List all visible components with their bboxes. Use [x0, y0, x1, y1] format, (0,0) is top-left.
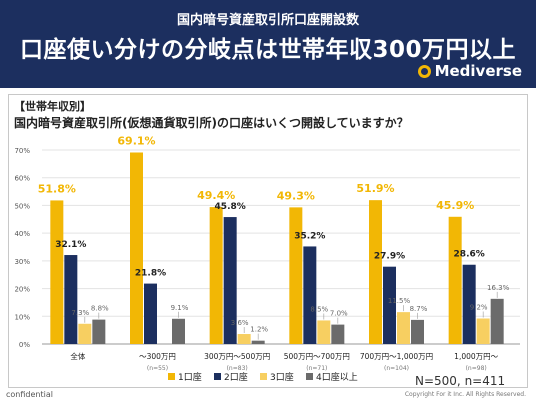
data-label: 16.3% [487, 284, 510, 292]
y-tick-label: 30% [14, 258, 30, 266]
y-tick-label: 10% [14, 313, 30, 321]
data-label: 69.1% [117, 134, 155, 147]
legend-swatch [306, 373, 313, 380]
bar-2口座 [303, 246, 317, 344]
bar-3口座 [78, 323, 92, 344]
bar-2口座 [462, 264, 476, 344]
data-label: 45.9% [436, 199, 474, 212]
x-category-note: (n=98) [466, 365, 487, 372]
data-label: 51.8% [38, 182, 76, 195]
bar-1口座 [130, 152, 143, 344]
data-label: 7.0% [330, 310, 348, 318]
y-tick-label: 70% [14, 147, 30, 155]
data-label: 21.8% [135, 269, 166, 279]
data-label: 35.2% [294, 231, 325, 241]
chart-bars [50, 152, 504, 344]
data-label: 51.9% [356, 182, 394, 195]
bar-4口座以上 [92, 319, 106, 344]
x-category-label: 700万円～1,000万円 [360, 352, 433, 361]
bar-1口座 [209, 207, 223, 344]
y-tick-label: 60% [14, 175, 30, 183]
data-label: 3.6% [231, 319, 249, 327]
data-label: 9.2% [470, 304, 488, 312]
data-label: 49.4% [197, 189, 235, 202]
data-label: 9.1% [171, 304, 189, 312]
bar-2口座 [383, 266, 396, 344]
x-category-label: ～300万円 [139, 352, 176, 361]
header-banner: 国内暗号資産取引所口座開設数 口座使い分けの分岐点は世帯年収300万円以上 Me… [0, 0, 536, 88]
data-label: 49.3% [277, 189, 315, 202]
y-tick-label: 50% [14, 202, 30, 210]
x-category-note: (n=55) [147, 365, 168, 372]
x-category-note: (n=104) [384, 365, 409, 372]
x-axis: 全体 ～300万円 (n=55) 300万円～500万円 (n=83) 500万円～700… [70, 351, 498, 372]
x-category-label: 全体 [70, 351, 85, 361]
footer-copyright: Copyright For it Inc. All Rights Reserve… [404, 391, 526, 398]
section-tag: 【世帯年収別】 [14, 100, 91, 113]
y-tick-label: 0% [19, 341, 30, 349]
chart-legend: 1口座 2口座 3口座 4口座以上 [168, 371, 358, 383]
x-category-label: 300万円～500万円 [204, 352, 270, 361]
sample-summary: N=500, n=411 [415, 374, 506, 388]
data-label: 1.2% [250, 326, 268, 334]
legend-swatch [214, 373, 221, 380]
bar-3口座 [476, 318, 490, 344]
bar-2口座 [144, 283, 157, 344]
data-label: 8.8% [91, 305, 109, 313]
bar-4口座以上 [490, 298, 504, 344]
bar-3口座 [397, 312, 410, 344]
y-axis: 0% 10% 20% 30% 40% 50% 60% 70% [14, 147, 30, 349]
bar-1口座 [369, 200, 382, 344]
bar-4口座以上 [331, 324, 345, 344]
legend-swatch [260, 373, 267, 380]
bar-3口座 [237, 334, 251, 344]
bar-1口座 [448, 216, 462, 344]
brand-logo: Mediverse [417, 62, 522, 80]
bar-1口座 [50, 200, 64, 344]
brand-name: Mediverse [434, 62, 522, 80]
bar-1口座 [289, 207, 303, 344]
y-tick-label: 20% [14, 286, 30, 294]
legend-swatch [168, 373, 175, 380]
survey-question: 国内暗号資産取引所(仮想通貨取引所)の口座はいくつ開設していますか？ [14, 116, 409, 130]
bar-4口座以上 [411, 319, 424, 344]
page-title: 口座使い分けの分岐点は世帯年収300万円以上 [19, 37, 516, 63]
legend-label: 1口座 [178, 371, 202, 383]
data-label: 8.7% [410, 305, 428, 313]
x-category-label: 500万円～700万円 [284, 352, 350, 361]
brand-logo-icon [417, 64, 431, 78]
x-category-note: (n=71) [306, 365, 327, 372]
data-label: 8.5% [310, 305, 328, 313]
legend-label: 4口座以上 [316, 371, 358, 383]
data-label: 45.8% [215, 202, 246, 212]
bar-4口座以上 [251, 340, 265, 344]
header-supertitle: 国内暗号資産取引所口座開設数 [176, 13, 359, 28]
footer-confidential: confidential [6, 390, 53, 399]
data-label: 11.5% [388, 297, 411, 305]
bar-2口座 [223, 217, 237, 344]
chart-value-labels: 51.8%32.1%7.3%8.8%69.1%21.8%9.1%49.4%45.… [38, 134, 510, 340]
data-label: 27.9% [374, 252, 405, 262]
y-tick-label: 40% [14, 230, 30, 238]
x-category-note: (n=83) [227, 365, 248, 372]
bar-3口座 [317, 320, 331, 344]
legend-label: 2口座 [224, 371, 248, 383]
legend-label: 3口座 [270, 371, 294, 383]
data-label: 28.6% [454, 250, 485, 260]
bar-4口座以上 [172, 318, 185, 344]
data-label: 7.3% [71, 309, 89, 317]
chart-grid [42, 149, 520, 345]
data-label: 32.1% [55, 240, 86, 250]
bar-2口座 [64, 255, 78, 344]
x-category-label: 1,000万円～ [454, 352, 498, 361]
